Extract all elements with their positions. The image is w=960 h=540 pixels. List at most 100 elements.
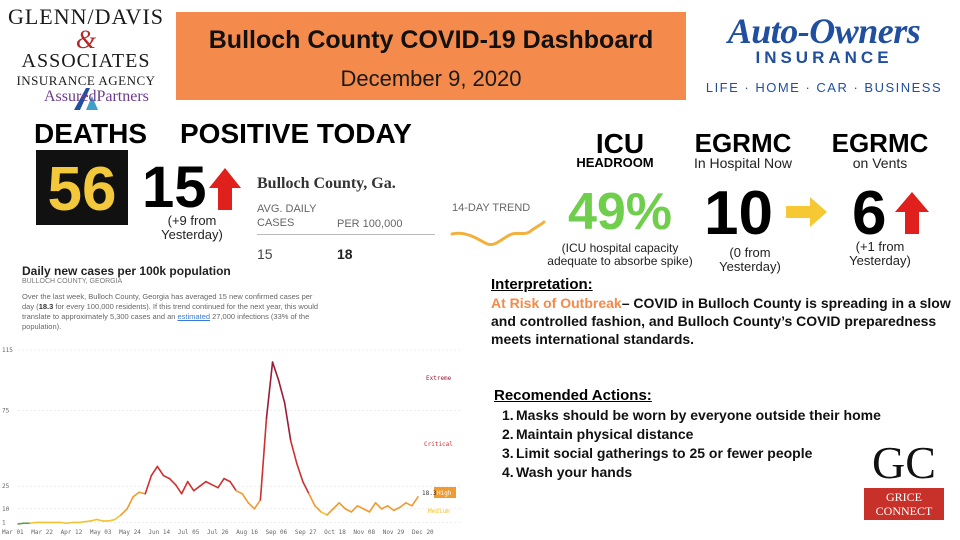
line-segment: [314, 505, 322, 513]
line-segment: [211, 483, 219, 489]
auto-owners-logo: Auto-Owners INSURANCE LIFE · HOME · CAR …: [690, 10, 958, 105]
up-arrow-icon: [209, 168, 241, 210]
egrmc-vents-value: 6: [852, 179, 887, 248]
estimated-link[interactable]: estimated: [177, 312, 211, 321]
egrmc-hospital-value: 10: [704, 179, 773, 248]
x-tick-label: Nov 08: [353, 529, 375, 536]
y-tick-label: 75: [2, 408, 10, 415]
x-tick-label: Dec 20: [412, 529, 434, 536]
interpretation-heading: Interpretation:: [491, 276, 593, 293]
line-segment: [162, 474, 171, 480]
x-tick-label: May 24: [119, 529, 141, 536]
egrmc-vents-label: EGRMC: [831, 128, 929, 158]
icu-sublabel: HEADROOM: [576, 155, 654, 170]
egrmc-hospital-sublabel: In Hospital Now: [693, 155, 793, 171]
icu-note-line1: (ICU hospital capacity: [561, 241, 679, 255]
line-segment: [180, 480, 189, 495]
cases-chart: 1 10 25 75 115 Mar 01 Mar 22 Apr 12 May 03 May 24…: [2, 347, 460, 536]
line-segment: [405, 502, 413, 507]
positive-note-line2: Yesterday): [161, 227, 223, 242]
assured-partners-icon: [74, 88, 98, 110]
line-segment: [114, 514, 122, 521]
line-segment: [199, 480, 207, 487]
list-item: 2. Maintain physical distance: [502, 426, 694, 442]
x-tick-label: Mar 22: [31, 529, 53, 536]
egrmc-hospital-note-line1: (0 from: [729, 245, 771, 260]
trend-label: 14-DAY TREND: [452, 202, 531, 214]
x-tick-label: Apr 12: [61, 529, 83, 536]
line-segment: [108, 518, 116, 522]
line-segment: [271, 361, 280, 382]
chart-description: Over the last week, Bulloch County, Geor…: [22, 292, 322, 332]
zone-extreme-label: Extreme: [426, 375, 452, 382]
line-segment: [344, 508, 353, 513]
grice-letters: GC: [872, 437, 936, 488]
line-segment: [132, 491, 141, 498]
actions-heading: Recomended Actions:: [494, 387, 652, 404]
line-segment: [265, 361, 274, 419]
page-title: Bulloch County COVID-19 Dashboard: [208, 26, 654, 54]
line-segment: [302, 480, 310, 495]
grice-connect-logo: GC GRICE CONNECT: [862, 440, 946, 522]
line-segment: [217, 477, 225, 489]
logo-ampersand: &: [75, 25, 97, 54]
action-text: Maintain physical distance: [516, 426, 694, 442]
line-segment: [399, 502, 407, 509]
x-tick-label: Jun 14: [148, 529, 170, 536]
line-segment: [65, 521, 74, 525]
desc-part: Over the last week, Bulloch County, Geor…: [22, 292, 313, 311]
icu-label: ICU: [595, 128, 645, 159]
logo-text-line4: INSURANCE AGENCY: [16, 73, 156, 88]
county-card-col1-value: 15: [257, 246, 273, 262]
auto-owners-sub: INSURANCE: [755, 48, 893, 67]
line-segment: [59, 521, 68, 525]
positive-note-line1: (+9 from: [167, 213, 217, 228]
line-segment: [277, 379, 286, 404]
county-card-col1-header-line2: CASES: [257, 217, 295, 229]
chart-line: [17, 361, 419, 525]
line-segment: [374, 502, 383, 510]
desc-rate: 18.3: [38, 302, 54, 311]
line-segment: [326, 508, 334, 516]
line-segment: [350, 505, 359, 513]
action-text: Wash your hands: [516, 464, 633, 480]
line-segment: [126, 495, 134, 510]
zone-critical-label: Critical: [424, 441, 453, 448]
logo-text-line5: AssuredPartners: [44, 88, 149, 105]
line-segment: [205, 480, 213, 486]
line-segment: [229, 480, 237, 492]
line-segment: [29, 521, 37, 525]
actions-list: 1. Masks should be worn by everyone outsi…: [502, 406, 881, 482]
line-segment: [362, 508, 371, 513]
egrmc-hospital-note-line2: Yesterday): [719, 259, 781, 274]
county-card-col2-header: PER 100,000: [337, 218, 403, 230]
line-segment: [120, 508, 128, 516]
line-segment: [380, 505, 389, 510]
x-tick-label: Jul 05: [178, 529, 200, 536]
assured-partners-mark: AssuredPartners: [8, 86, 168, 112]
trend-sparkline: [450, 220, 546, 246]
line-segment: [247, 502, 256, 510]
line-segment: [192, 485, 201, 492]
line-segment: [223, 477, 231, 483]
auto-owners-name: Auto-Owners: [727, 11, 921, 51]
line-segment: [386, 505, 395, 512]
up-arrow-icon: [895, 192, 929, 234]
line-segment: [320, 511, 328, 516]
line-segment: [338, 502, 347, 510]
zone-high-badge: [434, 487, 456, 498]
chart-ticks: 1 10 25 75 115 Mar 01 Mar 22 Apr 12 May 03 May 24…: [2, 347, 434, 536]
line-segment: [368, 502, 377, 513]
chart-title: Daily new cases per 100k population: [22, 264, 231, 278]
x-tick-label: Jul 26: [207, 529, 229, 536]
y-tick-label: 25: [2, 483, 10, 490]
line-segment: [168, 477, 177, 486]
action-text: Limit social gatherings to 25 or fewer p…: [516, 445, 813, 461]
page-date: December 9, 2020: [340, 66, 522, 91]
egrmc-hospital-label: EGRMC: [694, 128, 792, 158]
line-segment: [253, 498, 262, 510]
line-segment: [174, 483, 183, 495]
current-value-label: 18.3: [422, 490, 437, 497]
line-segment: [83, 520, 92, 523]
icu-note-line2: adequate to absorbe spike): [547, 254, 693, 268]
